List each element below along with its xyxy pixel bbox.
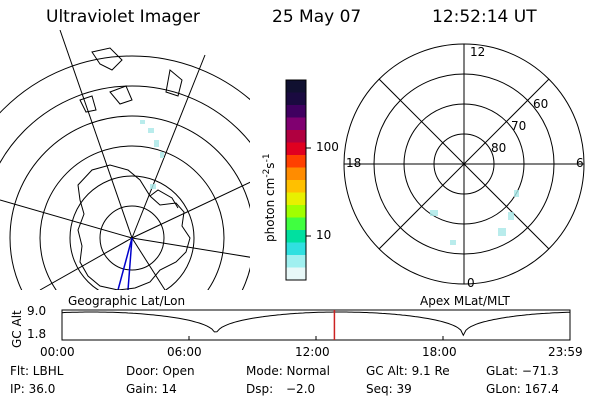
mlt-label-18: 18	[346, 156, 362, 170]
colorbar-tick-100: 100	[316, 140, 339, 154]
glon-readout: GLon: 167.4	[486, 382, 559, 396]
instrument-title: Ultraviolet Imager	[46, 7, 200, 27]
colorbar-swatch	[286, 180, 306, 193]
colorbar-swatch	[286, 217, 306, 231]
altitude-xtick-4: 23:59	[548, 345, 583, 359]
colorbar-swatch	[286, 167, 306, 181]
mlt-label-0: 0	[467, 276, 475, 290]
altitude-xtick-2: 12:00	[295, 345, 330, 359]
altitude-xtick-0: 00:00	[40, 345, 75, 359]
dsp-value: −2.0	[286, 382, 316, 396]
mlat-label-70: 70	[511, 119, 527, 133]
colorbar-unit-label: photon cm-2s-1	[262, 153, 277, 242]
mlt-label-12: 12	[470, 45, 486, 59]
filter-readout: Flt: LBHL	[10, 364, 64, 378]
polar-mlt-plot	[343, 43, 585, 285]
door-readout: Door: Open	[126, 364, 195, 378]
colorbar-swatch	[286, 192, 306, 206]
mlat-label-60: 60	[533, 97, 549, 111]
colorbar-swatch	[286, 255, 306, 268]
colorbar-tick-10: 10	[316, 228, 332, 242]
colorbar-swatch	[286, 142, 306, 156]
polar-map-label: Apex MLat/MLT	[420, 294, 510, 308]
date-label: 25 May 07	[272, 7, 362, 27]
altitude-ytick-max: 9.0	[27, 304, 47, 318]
dsp-label: Dsp:	[246, 382, 274, 396]
gc-alt-readout: GC Alt: 9.1 Re	[366, 364, 450, 378]
colorbar-swatch	[286, 230, 306, 243]
mode-readout: Mode: Normal	[246, 364, 330, 378]
mlt-label-6: 6	[576, 156, 584, 170]
altitude-plot	[61, 309, 571, 341]
colorbar-swatch	[286, 267, 306, 281]
altitude-ytick-min: 1.8	[27, 327, 47, 341]
colorbar-swatch	[286, 130, 306, 143]
altitude-xtick-1: 06:00	[167, 345, 202, 359]
geographic-map-label: Geographic Lat/Lon	[68, 294, 186, 308]
ip-readout: IP: 36.0	[10, 382, 56, 396]
colorbar-swatch	[286, 205, 306, 218]
glat-readout: GLat: −71.3	[486, 364, 559, 378]
polar-auroral-emission	[430, 190, 519, 245]
mlat-label-80: 80	[491, 141, 507, 155]
time-label: 12:52:14 UT	[432, 7, 537, 27]
seq-readout: Seq: 39	[366, 382, 412, 396]
altitude-xtick-3: 18:00	[422, 345, 457, 359]
colorbar-swatch	[286, 92, 306, 106]
gain-readout: Gain: 14	[126, 382, 177, 396]
colorbar-swatch	[286, 242, 306, 256]
colorbar-swatch	[286, 105, 306, 118]
geo-auroral-emission	[140, 120, 164, 189]
geographic-map	[0, 30, 250, 290]
colorbar-swatch	[286, 117, 306, 131]
color-scale-bar	[286, 80, 306, 281]
colorbar-swatch	[286, 80, 306, 93]
altitude-ylabel: GC Alt	[10, 310, 24, 348]
colorbar-swatch	[286, 155, 306, 168]
